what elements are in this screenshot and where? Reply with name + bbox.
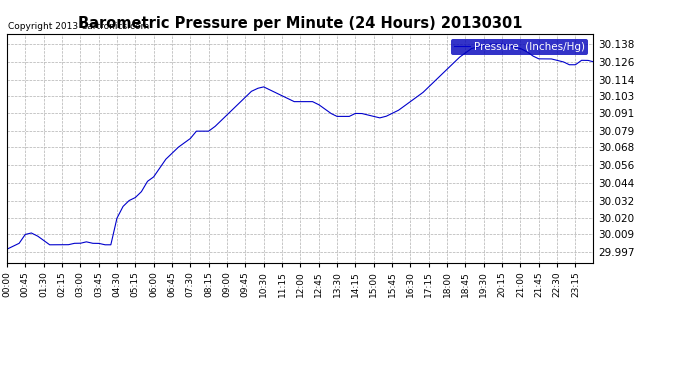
- Title: Barometric Pressure per Minute (24 Hours) 20130301: Barometric Pressure per Minute (24 Hours…: [78, 16, 522, 31]
- Legend: Pressure  (Inches/Hg): Pressure (Inches/Hg): [451, 39, 588, 55]
- Pressure  (Inches/Hg): [119, 204, 127, 209]
- Text: Copyright 2013 Cartronics.com: Copyright 2013 Cartronics.com: [8, 22, 149, 32]
- Pressure  (Inches/Hg): [486, 42, 494, 46]
- Pressure  (Inches/Hg): [3, 247, 11, 252]
- Pressure  (Inches/Hg): [133, 194, 141, 198]
- Pressure  (Inches/Hg): [520, 48, 529, 52]
- Pressure  (Inches/Hg): [589, 60, 598, 64]
- Pressure  (Inches/Hg): [391, 110, 400, 114]
- Pressure  (Inches/Hg): [199, 129, 207, 134]
- Line: Pressure  (Inches/Hg): Pressure (Inches/Hg): [7, 44, 593, 249]
- Pressure  (Inches/Hg): [468, 46, 476, 51]
